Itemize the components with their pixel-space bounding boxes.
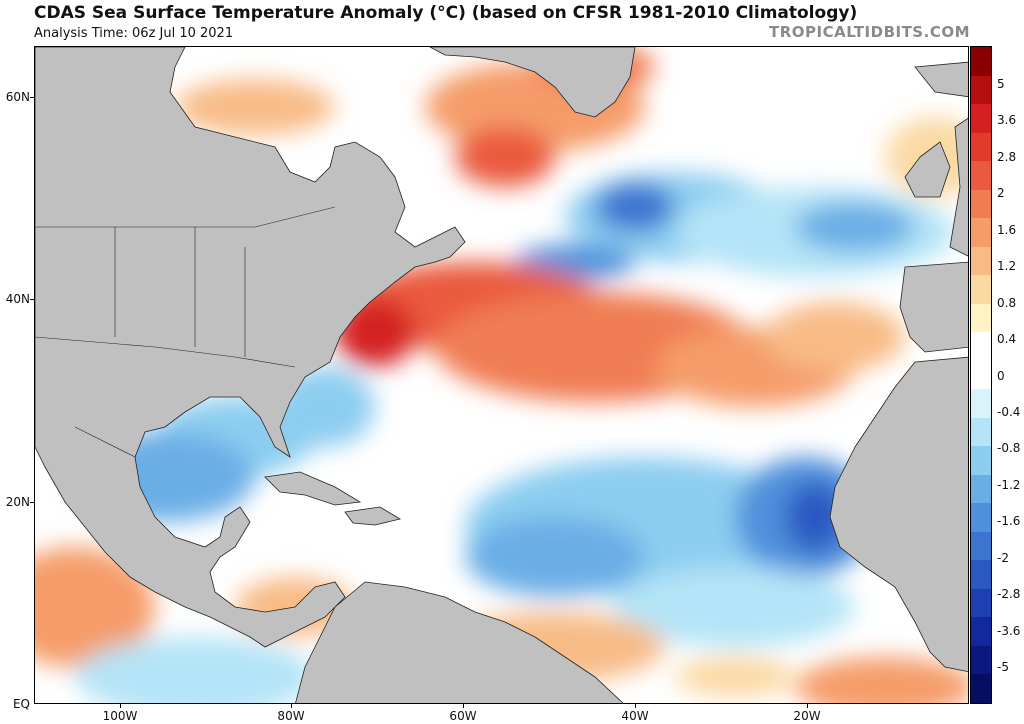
colorbar-segment (971, 474, 991, 504)
colorbar-segment (971, 446, 991, 476)
lon-tick (463, 704, 464, 708)
colorbar-label: -0.4 (997, 404, 1021, 419)
lat-label-40n: 40N (5, 292, 30, 306)
colorbar-label: -1.2 (997, 477, 1021, 492)
lon-label-80w: 80W (277, 709, 305, 723)
political-borders (35, 206, 336, 458)
lon-tick (120, 704, 121, 708)
lat-label-eq: EQ (12, 697, 30, 711)
colorbar-label: 1.6 (997, 222, 1017, 237)
colorbar-label: 0.4 (997, 332, 1017, 347)
colorbar-segment (971, 417, 991, 447)
land-masses (35, 47, 968, 703)
colorbar-segment (971, 47, 991, 77)
south-america-land (295, 581, 624, 703)
africa-land (829, 356, 968, 673)
colorbar-segment (971, 246, 991, 276)
colorbar-segment (971, 218, 991, 248)
colorbar-segment (971, 617, 991, 647)
colorbar-segment (971, 332, 991, 362)
lat-tick (30, 97, 34, 98)
lon-tick (291, 704, 292, 708)
colorbar-segment (971, 161, 991, 191)
colorbar-label: 1.2 (997, 259, 1017, 274)
europe-land (949, 117, 968, 257)
lon-label-100w: 100W (102, 709, 138, 723)
colorbar-label: -5 (997, 660, 1009, 674)
hispaniola-land (344, 506, 402, 526)
colorbar-segment (971, 588, 991, 618)
colorbar-segment (971, 303, 991, 333)
colorbar-label: -2.8 (997, 587, 1021, 602)
colorbar-segment (971, 360, 991, 390)
colorbar-label: 0 (997, 368, 1005, 383)
colorbar-segment (971, 503, 991, 533)
colorbar-segment (971, 132, 991, 162)
colorbar-segment (971, 275, 991, 305)
colorbar-segment (971, 645, 991, 675)
colorbar-label: -0.8 (997, 441, 1021, 456)
cuba-land (264, 471, 362, 506)
colorbar-label: -1.6 (997, 514, 1021, 529)
lon-tick (807, 704, 808, 708)
lat-tick (30, 299, 34, 300)
colorbar-label: 0.8 (997, 295, 1017, 310)
colorbar-label: 5 (997, 77, 1005, 91)
colorbar-label: -2 (997, 550, 1009, 565)
colorbar-segment (971, 189, 991, 219)
lat-label-20n: 20N (5, 495, 30, 509)
colorbar-segment (971, 531, 991, 561)
sst-anomaly-map (34, 46, 969, 704)
colorbar-label: 2.8 (997, 149, 1017, 164)
lon-label-60w: 60W (449, 709, 477, 723)
lon-label-40w: 40W (621, 709, 649, 723)
lon-tick (635, 704, 636, 708)
lat-tick (30, 502, 34, 503)
colorbar-segment (971, 560, 991, 590)
lon-label-20w: 20W (793, 709, 821, 723)
colorbar-segment (971, 75, 991, 105)
colorbar-segment (971, 104, 991, 134)
colorbar-label: -3.6 (997, 623, 1021, 638)
colorbar-label: 2 (997, 186, 1005, 201)
british-isles-land (904, 141, 951, 198)
lat-label-60n: 60N (5, 90, 30, 104)
colorbar (970, 46, 992, 704)
iberia-land (899, 261, 968, 353)
greenland-land (429, 47, 636, 118)
analysis-time: Analysis Time: 06z Jul 10 2021 (34, 26, 234, 41)
colorbar-segment (971, 674, 991, 704)
iceland-land (914, 61, 968, 98)
chart-title: CDAS Sea Surface Temperature Anomaly (°C… (34, 3, 858, 23)
colorbar-segment (971, 389, 991, 419)
colorbar-label: 3.6 (997, 113, 1017, 128)
north-america-land (35, 47, 466, 648)
site-credit: TROPICALTIDBITS.COM (769, 23, 970, 41)
